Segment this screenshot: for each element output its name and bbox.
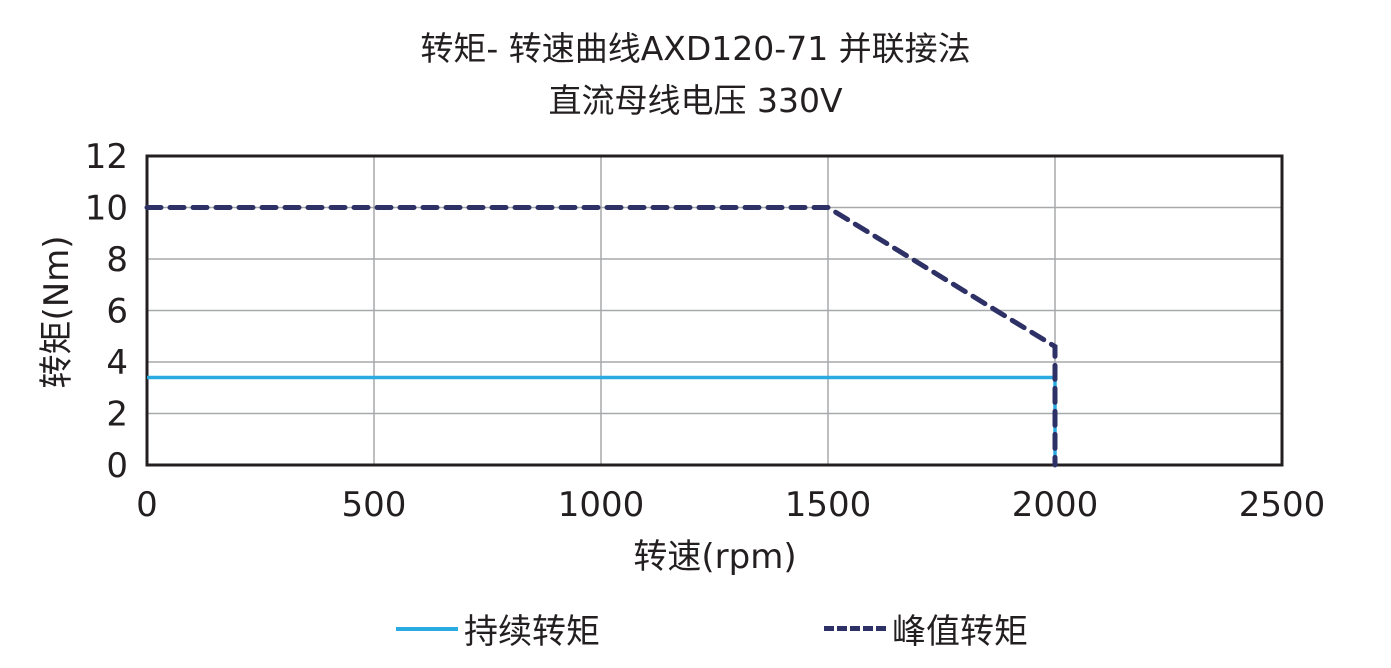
- peak-torque-line: [144, 205, 1058, 468]
- y-tick-label: 10: [85, 189, 128, 229]
- legend-label-peak: 峰值转矩: [892, 612, 1028, 652]
- y-tick-label: 0: [106, 446, 128, 486]
- x-tick-label: 1000: [558, 485, 645, 525]
- legend-label-continuous: 持续转矩: [464, 612, 600, 652]
- x-tick-label: 1500: [785, 485, 872, 525]
- y-tick-label: 2: [106, 395, 128, 435]
- y-tick-label: 6: [106, 292, 128, 332]
- legend-item-continuous: 持续转矩: [396, 604, 600, 653]
- y-axis-label: 转矩(Nm): [37, 235, 77, 388]
- chart-subtitle: 直流母线电压 330V: [548, 81, 843, 120]
- y-tick-label: 8: [106, 240, 128, 280]
- x-tick-label: 0: [136, 485, 158, 525]
- plot-frame: [145, 154, 1284, 467]
- chart-title: 转矩- 转速曲线AXD120-71 并联接法: [420, 29, 971, 68]
- x-tick-label: 2500: [1239, 485, 1326, 525]
- x-axis-label: 转速(rpm): [633, 537, 796, 577]
- legend-item-peak: 峰值转矩: [824, 604, 1028, 653]
- legend-solid-line-icon: [396, 626, 458, 631]
- legend-dashed-line-icon: [824, 626, 886, 631]
- x-tick-label: 500: [342, 485, 407, 525]
- y-tick-label: 12: [85, 137, 128, 177]
- x-tick-label: 2000: [1012, 485, 1099, 525]
- y-tick-label: 4: [106, 343, 128, 383]
